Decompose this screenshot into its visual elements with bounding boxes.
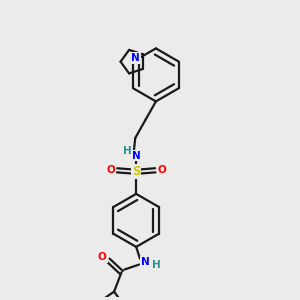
Text: N: N — [131, 53, 140, 63]
Text: H: H — [152, 260, 160, 270]
Text: N: N — [132, 151, 140, 160]
Text: H: H — [123, 146, 132, 156]
Text: O: O — [98, 252, 107, 262]
Text: O: O — [158, 165, 166, 175]
Text: S: S — [132, 165, 140, 178]
Text: N: N — [141, 257, 149, 267]
Text: O: O — [106, 165, 115, 175]
